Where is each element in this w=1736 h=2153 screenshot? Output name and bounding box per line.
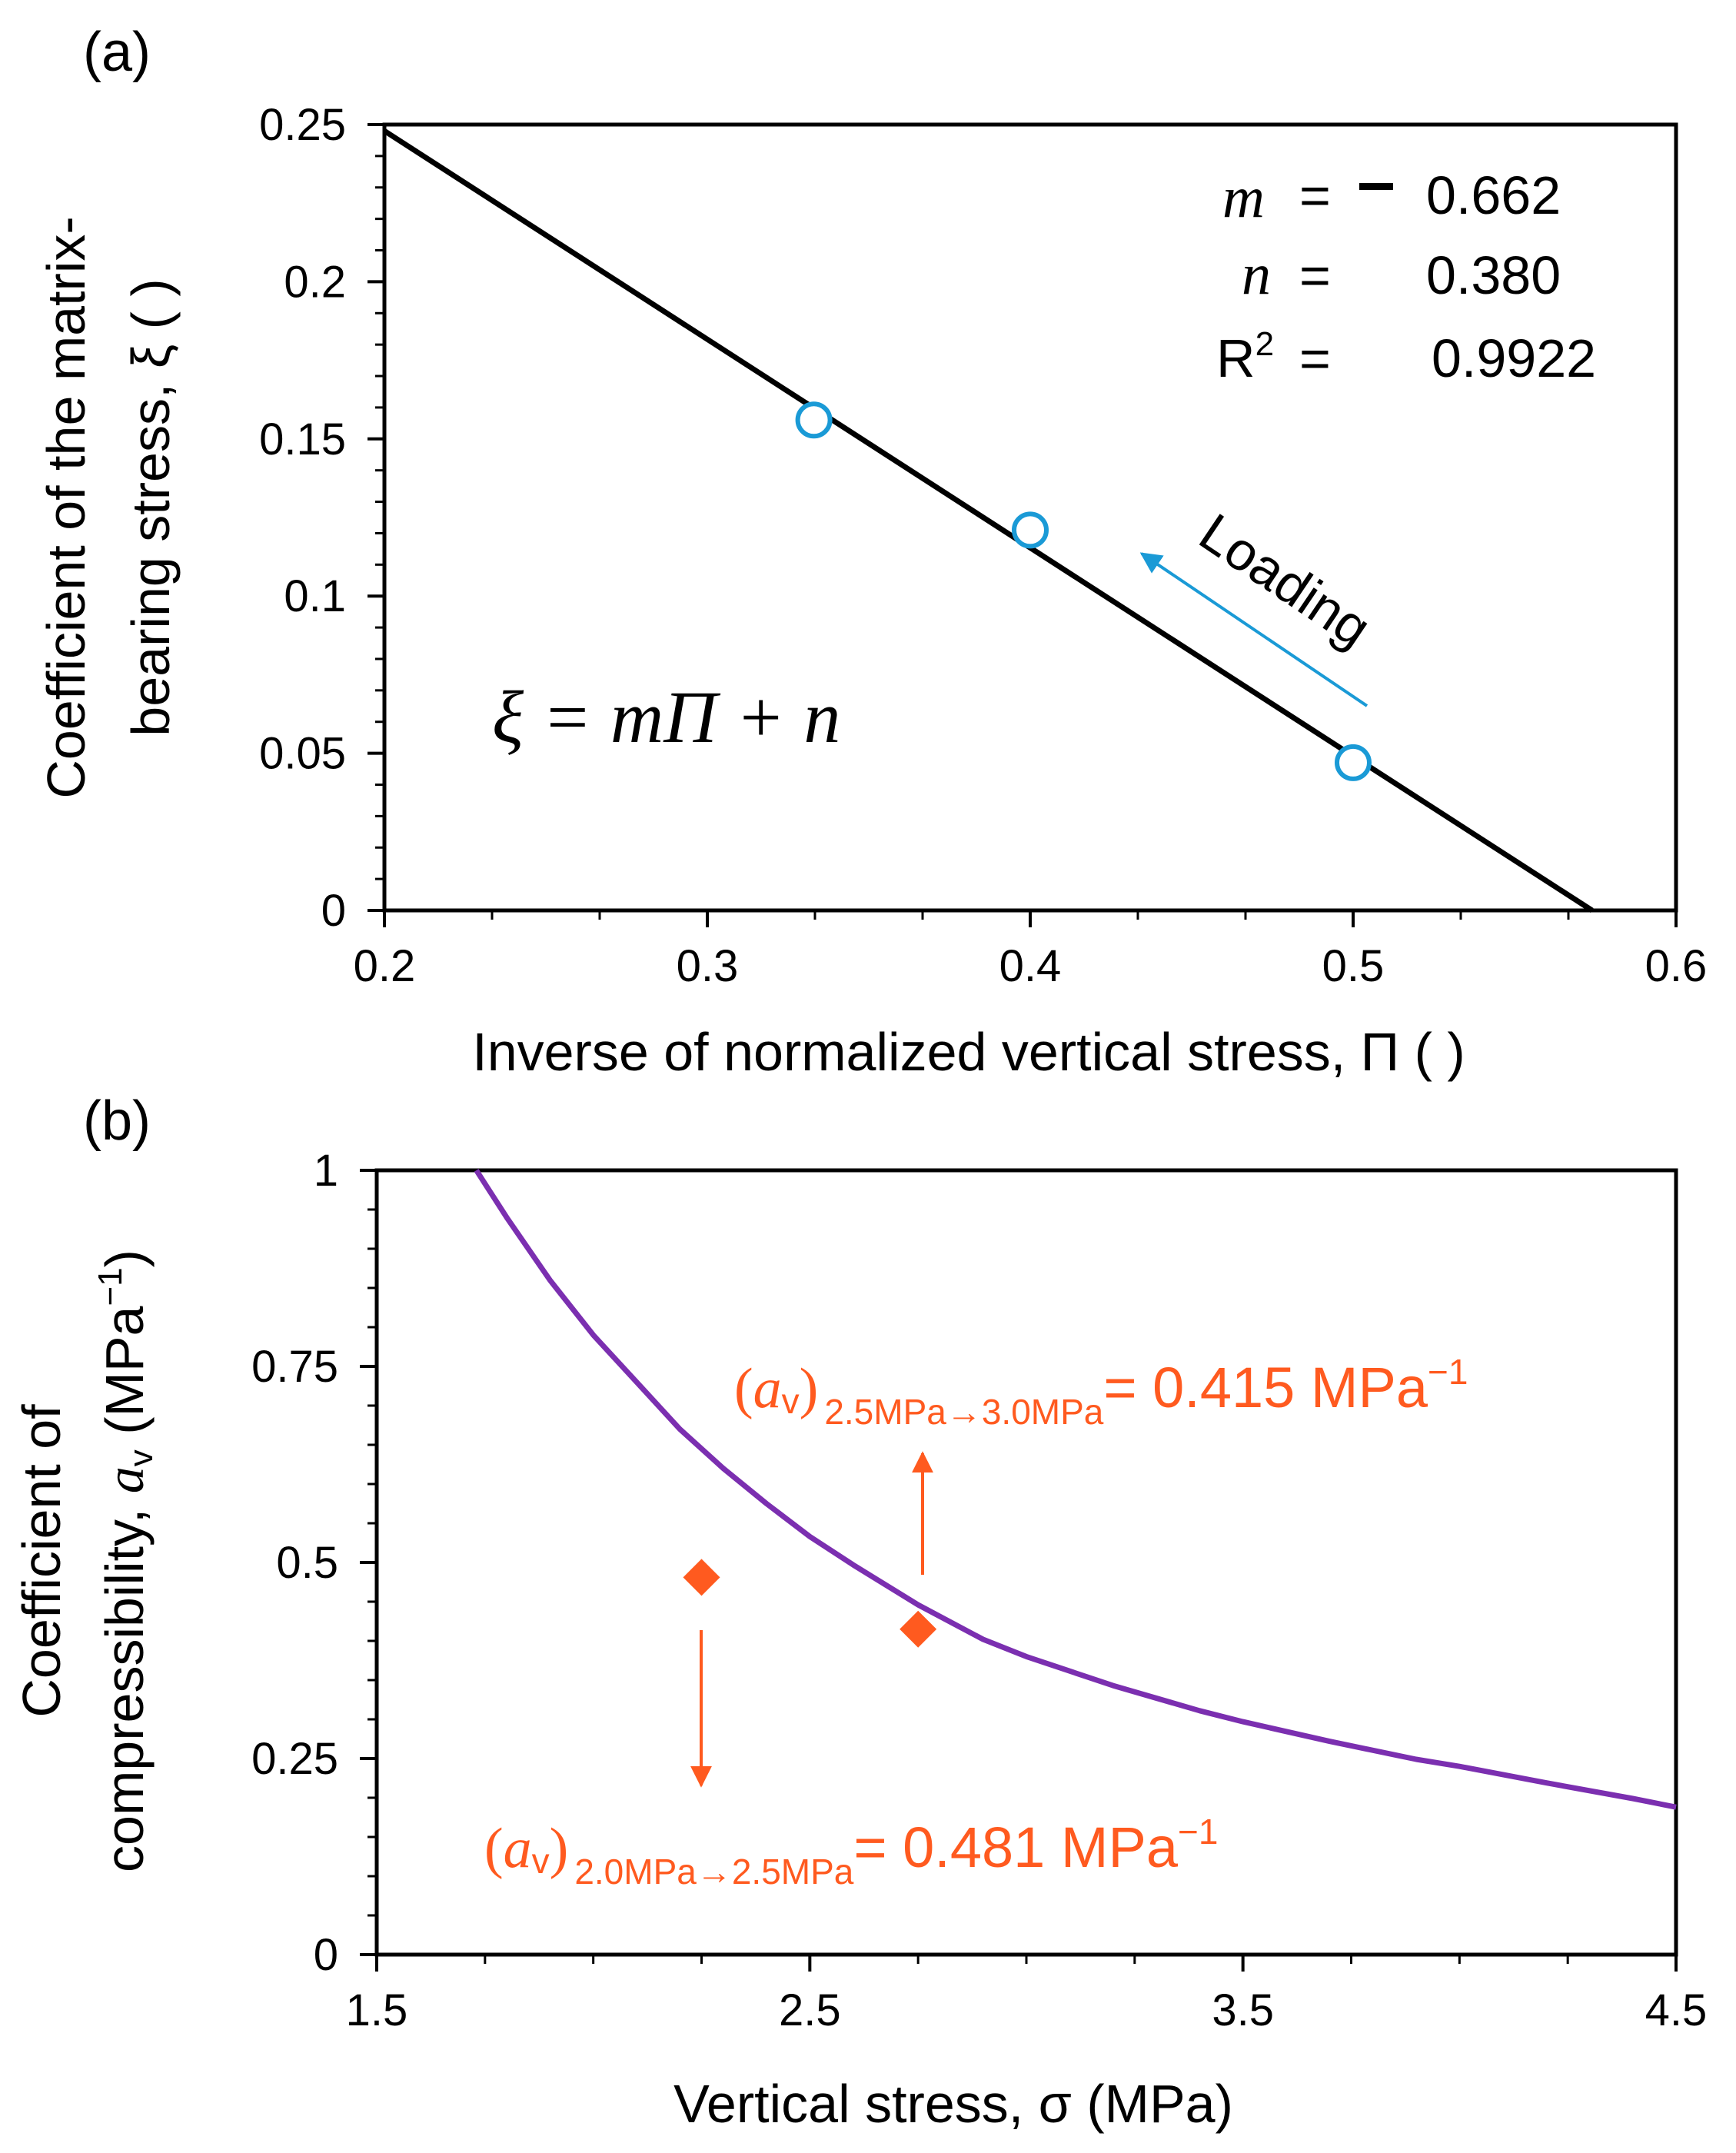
panel-a-y-axis-label-line2: bearing stress, ξ ( ) (121, 278, 181, 736)
y-tick-label: 0.2 (284, 257, 346, 307)
y-tick-label: 0.5 (276, 1538, 338, 1588)
y-tick-label: 0.25 (259, 100, 346, 150)
loading-annotation: Loading (1139, 502, 1382, 707)
y-tick-label: 0.15 (259, 414, 346, 464)
panel-b-label: (b) (83, 1090, 151, 1152)
panel-b-y-axis-label-line1: Coefficient of (12, 1404, 72, 1718)
series-line (474, 1169, 1677, 1810)
y-tick-label: 1 (314, 1146, 338, 1196)
panel-b-y-axis-label-line2: compressibility, av (MPa−1) (91, 1250, 160, 1872)
data-point-circle (795, 401, 833, 439)
n-equals: = (1299, 245, 1331, 305)
panel-a-y-axis-label-line1: Coefficient of the matrix- (36, 216, 96, 798)
upper-annotation-text: (av) 2.5MPa→3.0MPa= 0.415 MPa−1 (734, 1352, 1468, 1432)
x-tick-label: 0.2 (354, 941, 416, 991)
y-tick-label: 0.1 (284, 571, 346, 621)
loading-arrow-icon (1139, 552, 1369, 707)
upper-annotation: (av) 2.5MPa→3.0MPa= 0.415 MPa−1 (734, 1352, 1468, 1575)
panel-a-x-axis-label: Inverse of normalized vertical stress, Π… (472, 1022, 1465, 1082)
n-value: 0.380 (1426, 245, 1561, 305)
y-tick-label: 0 (314, 1930, 338, 1980)
lower-annotation: (av) 2.0MPa→2.5MPa= 0.481 MPa−1 (484, 1630, 1219, 1892)
m-value: 0.662 (1426, 165, 1561, 225)
r2-value: 0.9922 (1432, 328, 1596, 388)
y-tick-label: 0.25 (251, 1734, 338, 1784)
panel-a-series (383, 128, 1594, 913)
x-tick-label: 4.5 (1645, 1985, 1708, 2035)
x-tick-label: 0.4 (999, 941, 1062, 991)
panel-a-x-ticks (383, 910, 1678, 927)
x-tick-label: 3.5 (1212, 1985, 1274, 2035)
r2-label: R2 (1216, 325, 1274, 388)
panel-b-x-ticks (375, 1955, 1678, 1972)
y-tick-label: 0.75 (251, 1342, 338, 1392)
panel-b-y-tick-labels: 0 0.25 0.5 0.75 1 (251, 1146, 338, 1980)
data-point-circle (1012, 511, 1049, 549)
y-tick-label: 0 (321, 886, 346, 936)
x-tick-label: 0.6 (1645, 941, 1708, 991)
fit-parameters: m = 0.662 n = 0.380 R2 = 0.9922 (1216, 165, 1596, 388)
panel-a-x-tick-labels: 0.2 0.3 0.4 0.5 0.6 (354, 941, 1708, 991)
panel-a-y-tick-labels: 0 0.05 0.1 0.15 0.2 0.25 (259, 100, 346, 936)
minus-sign-icon (1359, 183, 1393, 190)
x-tick-label: 2.5 (779, 1985, 841, 2035)
panel-b-series (474, 1169, 1677, 1810)
panel-a-y-ticks (367, 123, 384, 912)
r2-equals: = (1299, 328, 1331, 388)
data-point-circle (1335, 744, 1372, 781)
panel-b-x-tick-labels: 1.5 2.5 3.5 4.5 (346, 1985, 1708, 2035)
panel-a-label: (a) (83, 22, 151, 83)
panel-b: (b) 1.5 2.5 3.5 4.5 0 0.25 0.5 0.75 1 Vertical … (12, 1090, 1707, 2134)
model-equation: ξ = mΠ + n (492, 676, 840, 758)
panel-a: (a) 0.2 0.3 0.4 0.5 0.6 00.050.10.150.20.25 … (36, 22, 1707, 1082)
panel-b-x-axis-label: Vertical stress, σ (MPa) (673, 2074, 1233, 2134)
data-point-diamond (683, 1559, 720, 1596)
m-equals: = (1299, 165, 1331, 225)
panel-b-y-ticks (360, 1169, 377, 1956)
panel-b-plot-frame (374, 1168, 1678, 1957)
series-line (383, 128, 1594, 913)
lower-annotation-text: (av) 2.0MPa→2.5MPa= 0.481 MPa−1 (484, 1812, 1219, 1892)
panel-a-plot-frame (382, 122, 1678, 913)
m-symbol: m (1222, 165, 1265, 230)
n-symbol: n (1242, 242, 1271, 307)
x-tick-label: 0.3 (677, 941, 739, 991)
x-tick-label: 0.5 (1322, 941, 1385, 991)
y-tick-label: 0.05 (259, 729, 346, 779)
x-tick-label: 1.5 (346, 1985, 408, 2035)
data-point-diamond (900, 1610, 937, 1648)
loading-label: Loading (1189, 502, 1382, 659)
